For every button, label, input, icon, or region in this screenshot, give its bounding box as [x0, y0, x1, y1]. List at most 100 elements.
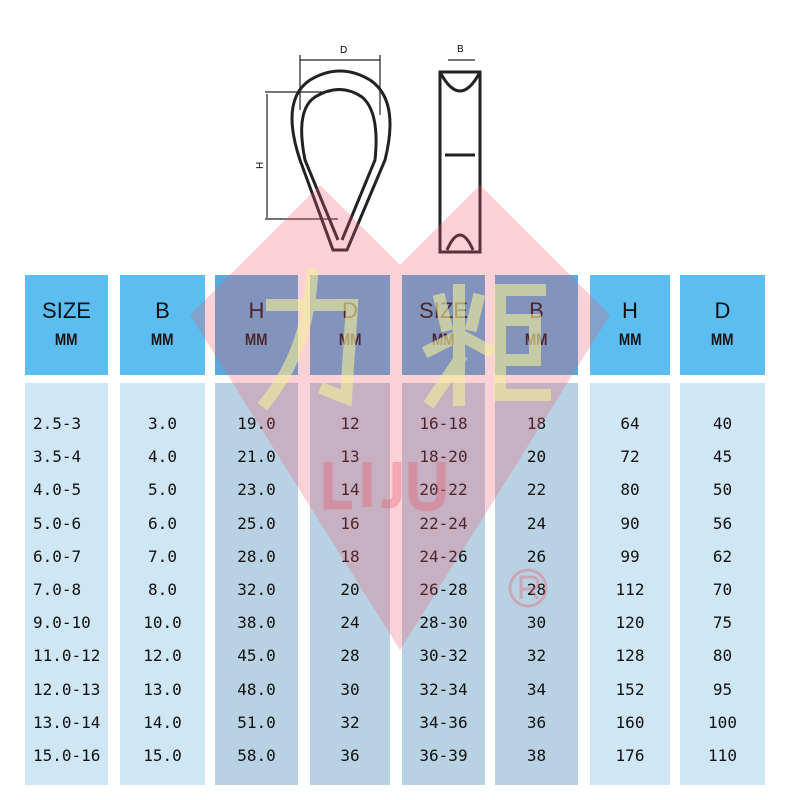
- column-header: SIZE MM: [402, 275, 485, 375]
- column-name: D: [714, 298, 731, 323]
- table-cell: 28: [526, 580, 547, 599]
- table-cell: 48.0: [237, 679, 276, 699]
- table-cell: 100: [708, 712, 737, 732]
- table-cell: 28: [340, 646, 360, 666]
- table-cell: 18: [340, 546, 360, 566]
- table-cell: 12: [340, 414, 360, 433]
- column-header: H MM: [590, 275, 670, 375]
- table-cell: 15.0: [143, 746, 182, 765]
- column-unit: MM: [338, 330, 362, 349]
- column-name: H: [622, 298, 638, 323]
- table-cell: 21.0: [237, 447, 276, 467]
- column-header: SIZE MM: [25, 275, 108, 375]
- table-cell: 22: [526, 480, 547, 500]
- table-cell: 80: [712, 646, 733, 666]
- dimension-label-d: D: [340, 45, 347, 56]
- table-cell: 128: [615, 646, 645, 666]
- table-cell: 112: [615, 580, 645, 599]
- table-cell: 75: [712, 613, 733, 633]
- table-cell: 26: [526, 546, 547, 566]
- table-cell: 23.0: [237, 480, 276, 500]
- table-cell: 7.0-8: [33, 580, 82, 599]
- table-cell: 28-30: [419, 613, 468, 633]
- table-cell: 176: [615, 746, 645, 765]
- column-name: D: [342, 298, 358, 323]
- column-name: B: [529, 298, 544, 323]
- table-cell: 50: [712, 480, 733, 500]
- table-cell: 70: [712, 580, 733, 599]
- table-cell: 4.0: [148, 447, 177, 467]
- table-cell: 14: [340, 480, 360, 500]
- table-cell: 4.0-5: [33, 480, 82, 500]
- column-body: 18 20 22 24 26 28 30 32 34 36 38: [495, 383, 578, 785]
- table-cell: 9.0-10: [33, 613, 91, 633]
- table-cell: 58.0: [237, 746, 276, 765]
- thimble-diagram: D B H: [255, 44, 482, 254]
- table-cell: 64: [620, 414, 640, 433]
- column-unit: MM: [55, 330, 78, 349]
- table-cell: 160: [615, 712, 645, 732]
- table-cell: 32: [340, 712, 360, 732]
- table-cell: 20-22: [419, 480, 468, 500]
- column-name: SIZE: [42, 298, 91, 323]
- table-cell: 34: [526, 679, 547, 699]
- table-cell: 72: [620, 447, 640, 467]
- table-cell: 2.5-3: [33, 414, 82, 433]
- table-cell: 24-26: [419, 546, 468, 566]
- table-cell: 30: [340, 679, 360, 699]
- table-cell: 13: [340, 447, 360, 467]
- column-header: B MM: [120, 275, 205, 375]
- column-header: H MM: [215, 275, 298, 375]
- table-cell: 110: [708, 746, 737, 765]
- table-cell: 20: [340, 580, 360, 599]
- table-cell: 34-36: [419, 712, 468, 732]
- table-cell: 18-20: [419, 447, 468, 467]
- dimension-label-b: B: [457, 44, 464, 55]
- column-name: H: [248, 298, 265, 323]
- table-cell: 32-34: [419, 679, 468, 699]
- table-cell: 90: [620, 513, 640, 533]
- table-cell: 36: [526, 712, 547, 732]
- table-cell: 26-28: [419, 580, 468, 599]
- column-name: SIZE: [419, 298, 468, 323]
- table-cell: 3.5-4: [33, 447, 82, 467]
- table-cell: 30-32: [419, 646, 468, 666]
- table-cell: 22-24: [419, 513, 468, 533]
- table-cell: 32.0: [237, 580, 276, 599]
- table-cell: 152: [615, 679, 645, 699]
- table-cell: 99: [620, 546, 640, 566]
- table-cell: 5.0: [148, 480, 177, 500]
- table-cell: 6.0: [148, 513, 177, 533]
- table-cell: 8.0: [148, 580, 177, 599]
- table-cell: 6.0-7: [33, 546, 82, 566]
- table-cell: 12.0: [143, 646, 182, 666]
- table-cell: 38.0: [237, 613, 276, 633]
- column-unit: MM: [245, 330, 268, 349]
- column-body: 16-18 18-20 20-22 22-24 24-26 26-28 28-30 30-32…: [402, 383, 485, 785]
- table-cell: 15.0-16: [33, 746, 101, 765]
- table-cell: 36: [340, 746, 360, 765]
- column-unit: MM: [151, 330, 174, 349]
- table-cell: 24: [526, 513, 547, 533]
- table-cell: 24: [340, 613, 360, 633]
- dimension-label-h: H: [255, 162, 266, 169]
- column-unit: MM: [525, 330, 548, 349]
- column-unit: MM: [618, 330, 642, 349]
- column-body: 40 45 50 56 62 70 75 80 95 100 110: [680, 383, 765, 785]
- table-cell: 18: [526, 414, 547, 433]
- table-cell: 13.0: [143, 679, 182, 699]
- table-cell: 40: [712, 414, 733, 433]
- table-cell: 7.0: [148, 546, 177, 566]
- table-cell: 14.0: [143, 712, 182, 732]
- column-header: D MM: [680, 275, 765, 375]
- table-cell: 38: [526, 746, 547, 765]
- table-cell: 80: [620, 480, 640, 500]
- column-header: B MM: [495, 275, 578, 375]
- table-cell: 11.0-12: [33, 646, 101, 666]
- table-cell: 20: [526, 447, 547, 467]
- table-cell: 36-39: [419, 746, 468, 765]
- column-header: D MM: [310, 275, 390, 375]
- table-cell: 13.0-14: [33, 712, 101, 732]
- table-cell: 51.0: [237, 712, 276, 732]
